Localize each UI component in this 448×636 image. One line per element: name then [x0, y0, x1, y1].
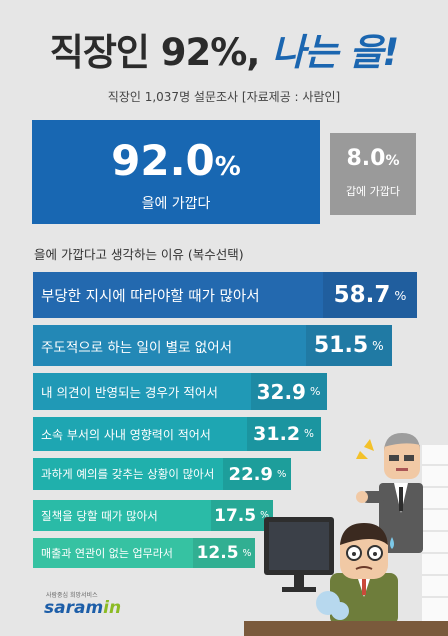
bar-category-label: 부당한 지시에 따라야할 때가 많아서 [41, 288, 260, 305]
bar-value-bg [246, 417, 321, 451]
title-main: 직장인 92%, [49, 31, 261, 74]
survey-subtitle: 직장인 1,037명 설문조사 [자료제공 : 사람인] [107, 90, 341, 104]
section-title: 을에 가깝다고 생각하는 이유 (복수선택) [34, 247, 244, 262]
bar-category-label: 주도적으로 하는 일이 별로 없어서 [41, 339, 233, 356]
bar-value-label: 51.5% [306, 325, 392, 366]
bar-value-unit: % [309, 385, 321, 398]
main-stat-unit: % [214, 152, 241, 182]
bar-value-unit: % [394, 287, 407, 303]
bar-value-number: 17.5 [214, 505, 257, 526]
chart-bar: 과하게 예의를 갖추는 상황이 많아서 22.9% [33, 458, 292, 490]
worker-figure-icon [316, 523, 398, 625]
bar-value-number: 22.9 [228, 463, 273, 485]
boss-figure-icon [356, 433, 423, 553]
bar-value-unit: % [372, 338, 384, 353]
bar-category-label: 소속 부서의 사내 영향력이 적어서 [41, 427, 211, 442]
bar-value-number: 12.5 [196, 543, 239, 563]
bar-value-bg [305, 325, 392, 366]
bar-value-label: 17.5% [211, 500, 273, 531]
side-stat-value: 8.0 [346, 146, 386, 171]
chart-bar: 질책을 당할 때가 많아서 17.5% [33, 500, 273, 531]
bar-value-label: 58.7% [323, 272, 417, 318]
desk-icon [244, 621, 448, 636]
main-stat-value-row: 92.0% [32, 136, 320, 185]
chart-bar: 주도적으로 하는 일이 별로 없어서 51.5% [33, 325, 392, 366]
logo-name-accent: in [103, 598, 122, 618]
chart-bar: 매출과 연관이 없는 업무라서 12.5% [33, 538, 255, 568]
bar-value-bg [193, 538, 255, 568]
bar-category-label: 과하게 예의를 갖추는 상황이 많아서 [41, 467, 215, 481]
side-stat-box: 8.0% 갑에 가깝다 [330, 133, 416, 215]
bar-value-bg [210, 500, 273, 531]
chart-bar: 부당한 지시에 따라야할 때가 많아서 58.7% [33, 272, 417, 318]
monitor-icon [264, 517, 334, 592]
bar-value-bg [250, 373, 327, 410]
bar-fill [33, 325, 306, 366]
side-stat-label: 갑에 가깝다 [345, 185, 401, 198]
main-stat-box: 92.0% 을에 가깝다 [32, 120, 320, 224]
bar-fill [33, 272, 323, 318]
bar-value-bg [223, 458, 292, 490]
bar-category-label: 질책을 당할 때가 많아서 [41, 508, 158, 523]
bar-value-unit: % [276, 468, 287, 480]
logo-name: saramin [44, 598, 121, 618]
side-stat-unit: % [385, 153, 400, 169]
office-workers-illustration [244, 433, 448, 636]
bar-value-label: 22.9% [223, 458, 291, 490]
bar-value-label: 31.2% [247, 417, 321, 451]
bar-fill [33, 373, 251, 410]
bar-value-number: 32.9 [256, 379, 306, 404]
main-stat-value: 92.0 [111, 136, 215, 185]
chart-bar: 내 의견이 반영되는 경우가 적어서 32.9% [33, 373, 327, 410]
bar-value-number: 31.2 [253, 423, 301, 445]
bar-fill [33, 500, 211, 531]
paper-stack-icon [422, 445, 448, 625]
bar-value-number: 51.5 [313, 333, 369, 358]
main-stat-label: 을에 가깝다 [141, 196, 211, 212]
logo-name-main: saram [44, 598, 104, 618]
bar-value-number: 58.7 [333, 282, 391, 308]
bar-value-label: 32.9% [251, 373, 327, 410]
side-stat-value-row: 8.0% [330, 146, 416, 171]
bar-value-unit: % [260, 510, 269, 521]
bar-fill [33, 458, 224, 490]
bar-value-unit: % [304, 428, 314, 440]
bar-fill [33, 417, 247, 451]
title-accent: 나는 을! [271, 31, 399, 74]
saramin-logo: 사람중심 희망서비스 saramin [30, 590, 130, 624]
bar-fill [33, 538, 193, 568]
bar-category-label: 매출과 연관이 없는 업무라서 [41, 547, 173, 560]
bar-value-unit: % [242, 547, 252, 559]
logo-tagline: 사람중심 희망서비스 [46, 592, 98, 599]
bar-category-label: 내 의견이 반영되는 경우가 적어서 [41, 385, 218, 400]
page-title: 직장인 92%, 나는 을! [0, 22, 448, 76]
bar-value-label: 12.5% [193, 538, 255, 568]
bar-value-bg [323, 272, 417, 318]
chart-bar: 소속 부서의 사내 영향력이 적어서 31.2% [33, 417, 321, 451]
